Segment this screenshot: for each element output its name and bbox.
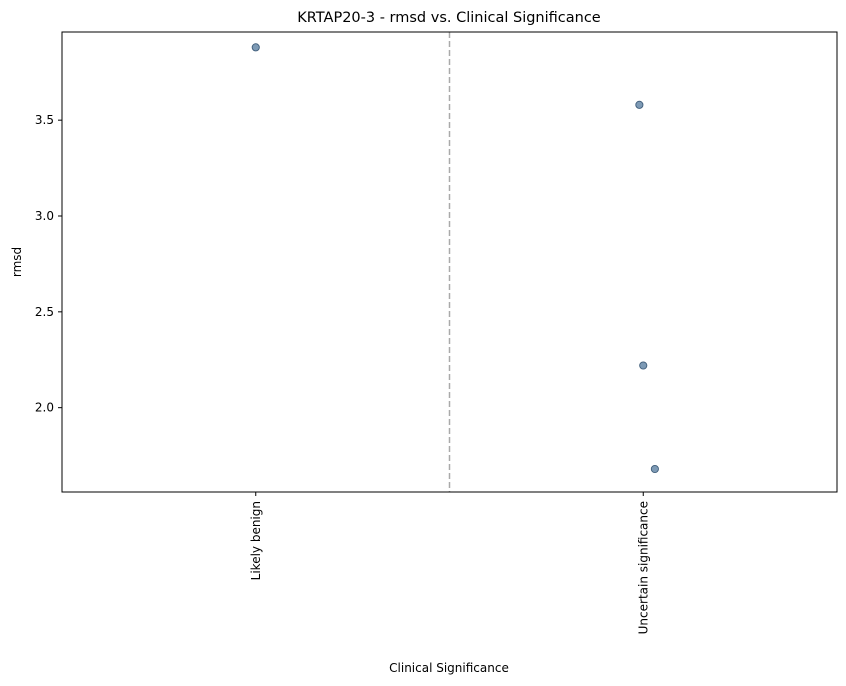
data-point [251, 43, 260, 52]
chart-title: KRTAP20-3 - rmsd vs. Clinical Significan… [297, 10, 601, 26]
data-point [635, 100, 644, 109]
y-tick-label: 3.0 [35, 209, 54, 223]
data-point [639, 361, 648, 370]
y-axis-label: rmsd [10, 247, 24, 277]
x-category-label: Uncertain significance [636, 501, 650, 634]
plot-frame [61, 31, 838, 493]
data-point [650, 464, 659, 474]
y-tick-label: 2.5 [35, 305, 54, 319]
y-tick-label: 3.5 [35, 113, 54, 127]
x-category-label: Likely benign [249, 501, 263, 580]
y-tick-label: 2.0 [35, 401, 54, 415]
x-axis-label: Clinical Significance [389, 661, 509, 675]
